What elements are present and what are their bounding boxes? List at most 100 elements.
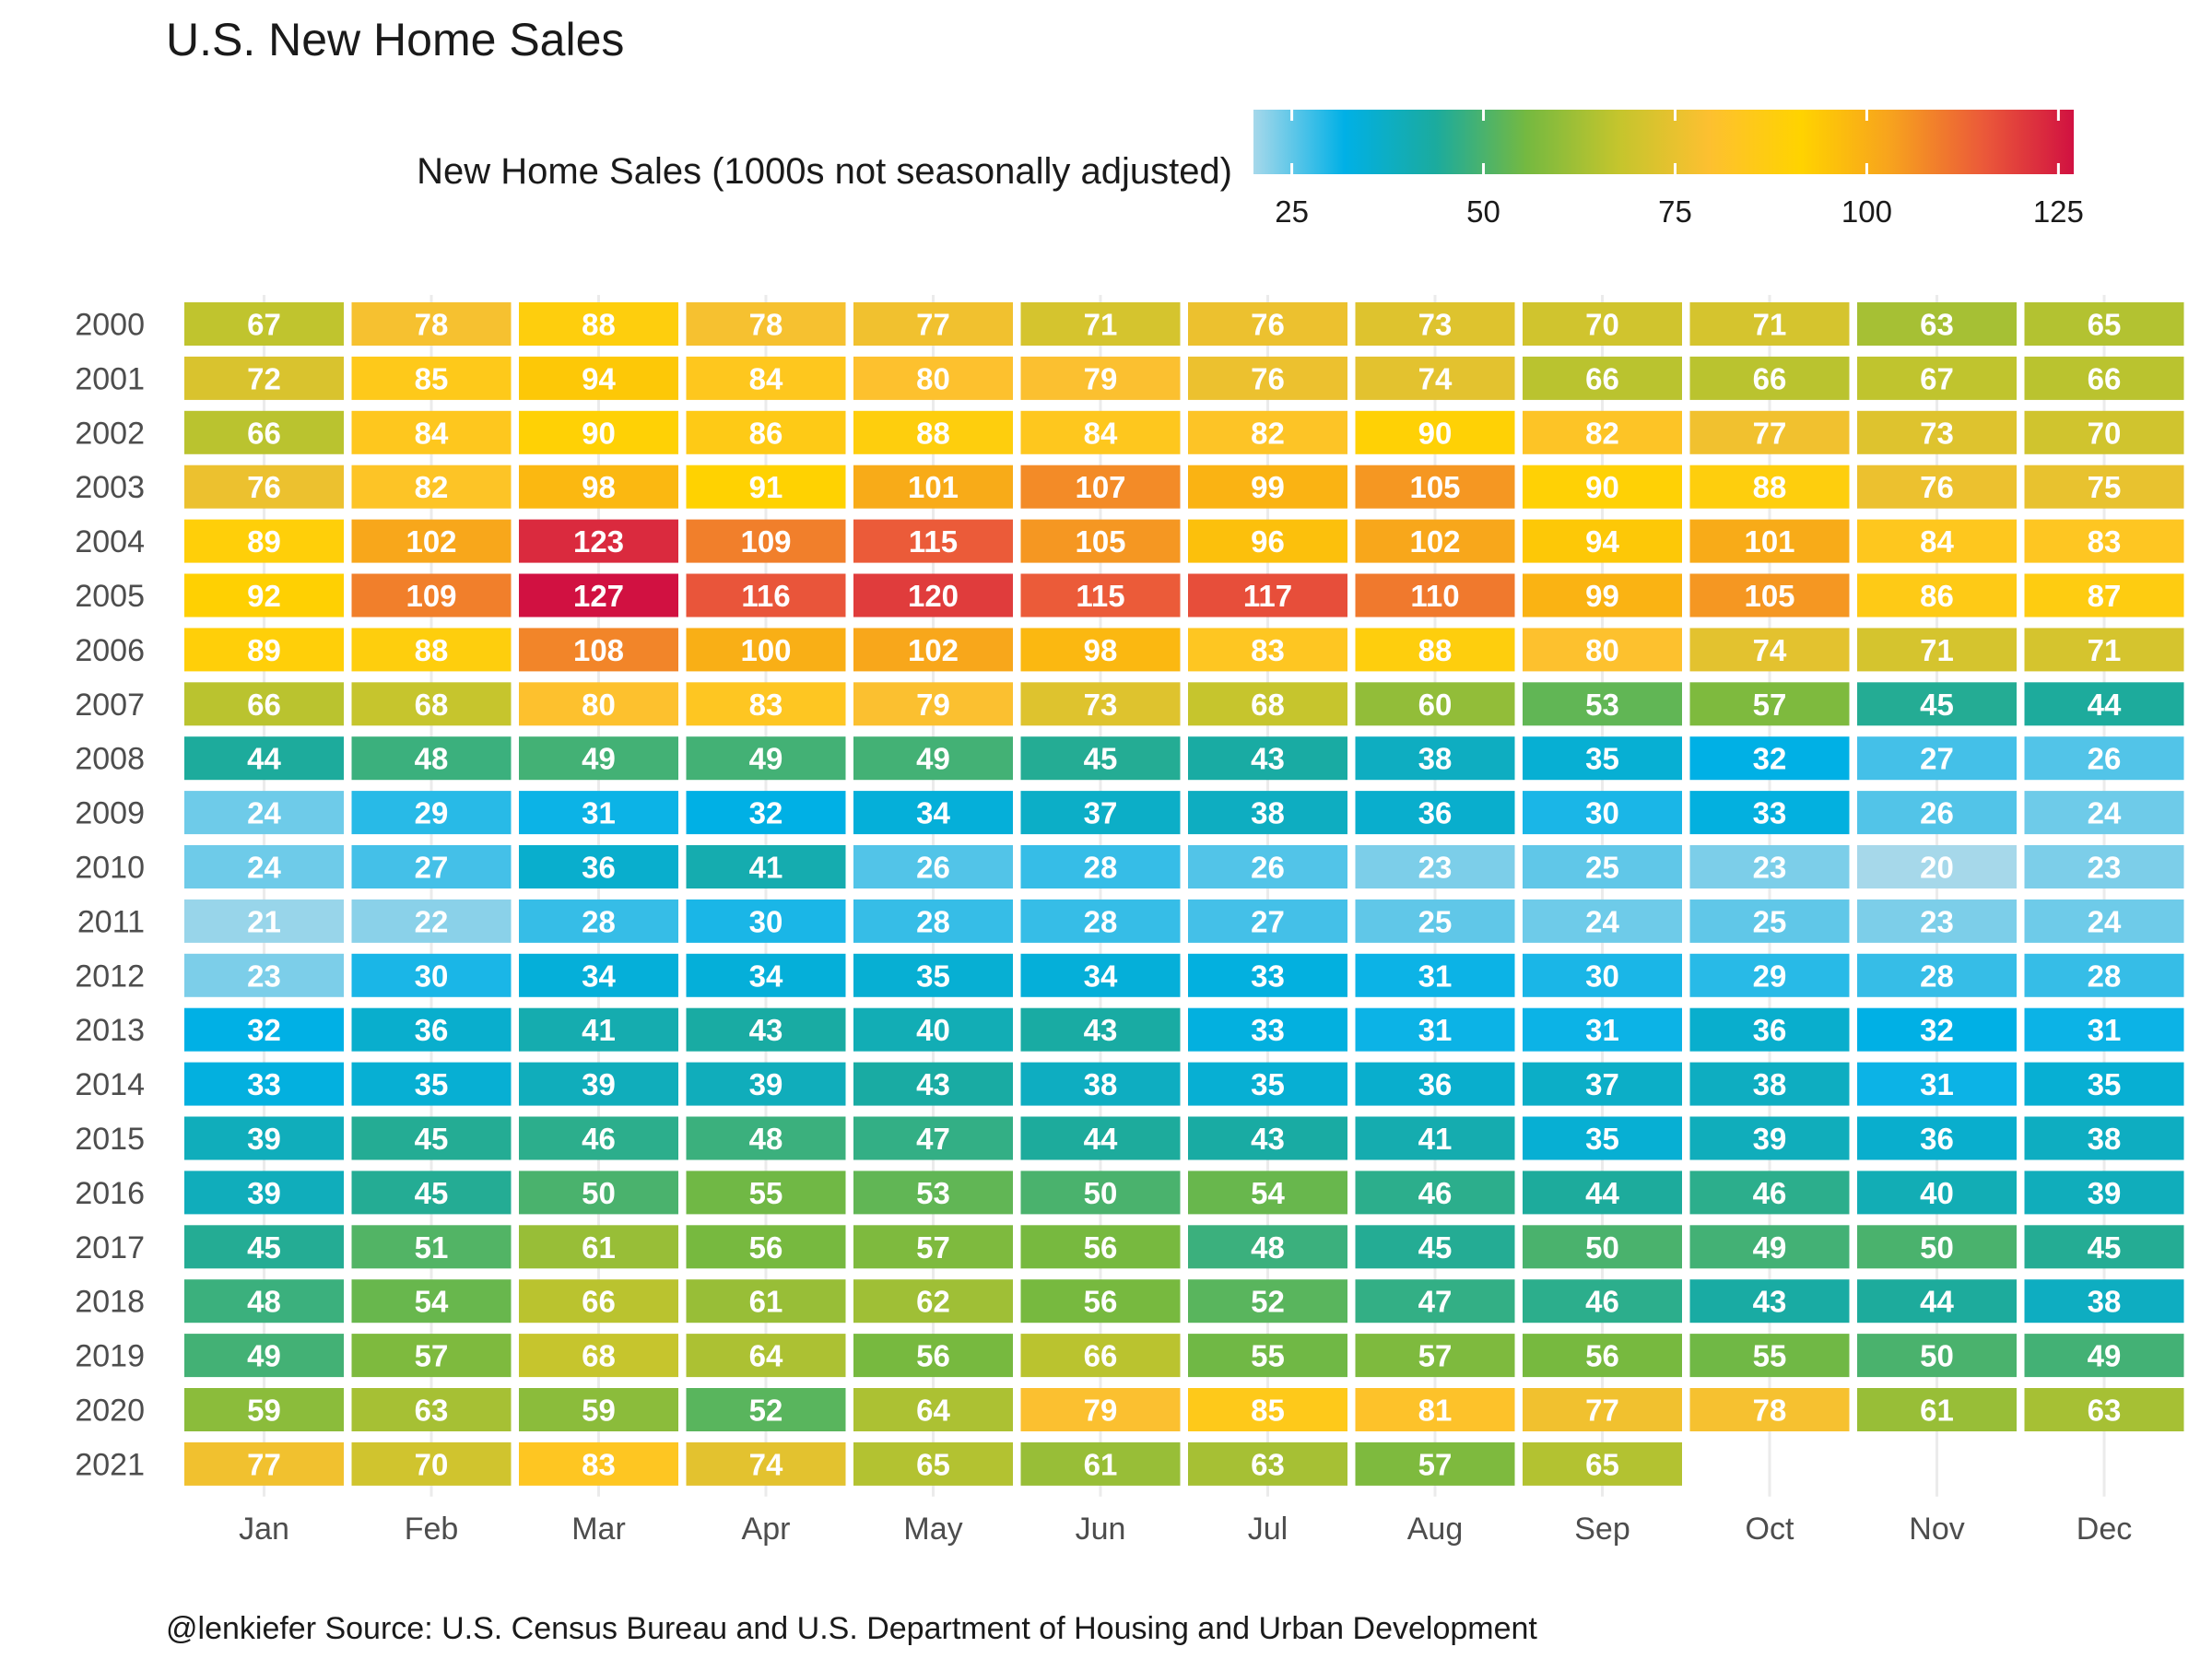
heatmap-cell: [1523, 302, 1682, 346]
y-tick-label: 2007: [75, 688, 145, 723]
cell-value-label: 35: [916, 959, 950, 993]
heatmap-cell: [1188, 356, 1347, 400]
heatmap-cell: [853, 1116, 1013, 1160]
cell-value-label: 56: [1585, 1339, 1619, 1373]
cell-value-label: 26: [1920, 796, 1954, 830]
cell-value-label: 70: [415, 1447, 449, 1481]
cell-value-label: 48: [415, 742, 449, 776]
heatmap-cell: [519, 356, 678, 400]
cell-value-label: 40: [916, 1013, 950, 1047]
heatmap-cell: [1523, 682, 1682, 726]
heatmap-cell: [1188, 1279, 1347, 1324]
cell-value-label: 84: [1084, 416, 1118, 450]
heatmap-cell: [2024, 682, 2184, 726]
y-tick-label: 2009: [75, 796, 145, 831]
heatmap-cell: [1020, 682, 1181, 726]
heatmap-cell: [1523, 1225, 1682, 1269]
cell-value-label: 127: [573, 579, 624, 613]
cell-value-label: 41: [1418, 1122, 1453, 1156]
cell-value-label: 48: [1251, 1230, 1285, 1265]
heatmap-cell: [519, 519, 678, 563]
heatmap-cell: [686, 573, 846, 618]
cell-value-label: 22: [415, 904, 449, 938]
heatmap-cell: [1020, 302, 1181, 346]
heatmap-cell: [1188, 845, 1347, 888]
cell-value-label: 94: [582, 361, 616, 395]
heatmap-cell: [1355, 1225, 1515, 1269]
heatmap-cell: [519, 1334, 678, 1378]
heatmap-cell: [519, 1225, 678, 1269]
heatmap-cell: [1523, 1116, 1682, 1160]
cell-value-label: 80: [1585, 633, 1619, 667]
cell-value-label: 31: [1920, 1067, 1954, 1101]
cell-value-label: 79: [1084, 361, 1118, 395]
heatmap-cell: [519, 573, 678, 618]
heatmap-cell: [1689, 1171, 1850, 1215]
heatmap-cell: [1188, 953, 1347, 997]
heatmap-cell: [1857, 791, 2017, 835]
heatmap-cell: [1857, 1334, 2017, 1378]
x-tick-label: Mar: [571, 1512, 626, 1547]
cell-value-label: 47: [1418, 1285, 1453, 1319]
heatmap-cell: [184, 628, 344, 672]
cell-value-labels: 67 78 88 78 77 71 76 73 70 71 63 65 72 85 94 84 80 79 76 74…: [247, 308, 2122, 1482]
heatmap-cell: [519, 1171, 678, 1215]
heatmap-cell: [1523, 465, 1682, 509]
cell-value-label: 70: [2088, 416, 2122, 450]
heatmap-cell: [853, 1171, 1013, 1215]
cell-value-label: 34: [1084, 959, 1118, 993]
y-tick-label: 2017: [75, 1230, 145, 1265]
heatmap-cell: [351, 573, 512, 618]
heatmap-cell: [184, 953, 344, 997]
heatmap-cell: [853, 573, 1013, 618]
heatmap-cell: [1355, 519, 1515, 563]
cell-value-label: 82: [1251, 416, 1285, 450]
heatmap-cell: [1355, 356, 1515, 400]
heatmap-cell: [519, 953, 678, 997]
cell-value-label: 32: [247, 1013, 281, 1047]
cell-value-label: 73: [1084, 688, 1118, 722]
heatmap-cell: [1523, 573, 1682, 618]
cell-value-label: 43: [916, 1067, 950, 1101]
heatmap-cell: [853, 519, 1013, 563]
heatmap-cell: [853, 845, 1013, 888]
cell-value-label: 77: [247, 1447, 281, 1481]
cell-value-label: 38: [1251, 796, 1285, 830]
cell-value-label: 50: [582, 1176, 616, 1210]
cell-value-label: 85: [1251, 1394, 1285, 1428]
cell-value-label: 24: [1585, 904, 1619, 938]
heatmap-cell: [2024, 628, 2184, 672]
heatmap-cell: [1355, 736, 1515, 781]
cell-value-label: 41: [582, 1013, 616, 1047]
heatmap-cell: [853, 465, 1013, 509]
heatmap-cell: [184, 1007, 344, 1052]
cell-value-label: 91: [749, 470, 783, 504]
heatmap-cell: [1523, 1007, 1682, 1052]
heatmap-cell: [1188, 628, 1347, 672]
cell-value-label: 75: [2088, 470, 2122, 504]
heatmap-cell: [2024, 1388, 2184, 1431]
cell-value-label: 33: [247, 1067, 281, 1101]
heatmap-cell: [1020, 1441, 1181, 1486]
cell-value-label: 50: [1084, 1176, 1118, 1210]
heatmap-cell: [1188, 573, 1347, 618]
heatmap-cell: [853, 302, 1013, 346]
y-tick-label: 2020: [75, 1394, 145, 1429]
cell-value-label: 45: [415, 1176, 449, 1210]
heatmap-cell: [1689, 682, 1850, 726]
cell-value-label: 66: [1753, 361, 1787, 395]
cell-value-label: 41: [749, 851, 783, 885]
legend-ticks: 25 50 75 100 125: [1275, 110, 2084, 229]
cell-value-label: 74: [1418, 361, 1453, 395]
cell-value-label: 98: [1084, 633, 1118, 667]
x-tick-label: Jul: [1248, 1512, 1288, 1547]
cell-value-label: 33: [1251, 959, 1285, 993]
heatmap-cell: [686, 465, 846, 509]
heatmap-cell: [351, 1334, 512, 1378]
cell-value-label: 46: [1418, 1176, 1453, 1210]
cell-value-label: 76: [247, 470, 281, 504]
cell-value-label: 60: [1418, 688, 1453, 722]
heatmap-cell: [1689, 899, 1850, 943]
cell-value-label: 31: [2088, 1013, 2122, 1047]
cell-value-label: 54: [1251, 1176, 1285, 1210]
